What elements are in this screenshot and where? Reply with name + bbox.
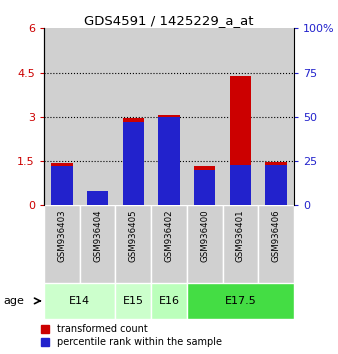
Bar [51, 166, 73, 205]
Bar [151, 205, 187, 283]
Bar [230, 76, 251, 205]
Text: E14: E14 [69, 296, 90, 306]
Bar [194, 170, 215, 205]
Bar [151, 283, 187, 319]
Text: GSM936404: GSM936404 [93, 209, 102, 262]
Bar [258, 28, 294, 205]
Bar [44, 28, 80, 205]
Text: GSM936400: GSM936400 [200, 209, 209, 262]
Text: GSM936403: GSM936403 [57, 209, 66, 262]
Bar [44, 283, 115, 319]
Bar [187, 283, 294, 319]
Bar [87, 191, 108, 205]
Bar [265, 165, 287, 205]
Bar [80, 28, 115, 205]
Bar [223, 28, 258, 205]
Bar [151, 28, 187, 205]
Text: GSM936405: GSM936405 [129, 209, 138, 262]
Bar [115, 283, 151, 319]
Bar [115, 205, 151, 283]
Bar [80, 205, 115, 283]
Text: E17.5: E17.5 [224, 296, 256, 306]
Bar [265, 162, 287, 205]
Bar [123, 118, 144, 205]
Text: GSM936401: GSM936401 [236, 209, 245, 262]
Bar [158, 117, 180, 205]
Text: age: age [3, 296, 24, 306]
Bar [51, 164, 73, 205]
Text: GSM936402: GSM936402 [165, 209, 173, 262]
Bar [158, 115, 180, 205]
Bar [123, 122, 144, 205]
Bar [194, 166, 215, 205]
Text: GSM936406: GSM936406 [272, 209, 281, 262]
Bar [44, 205, 80, 283]
Title: GDS4591 / 1425229_a_at: GDS4591 / 1425229_a_at [84, 14, 254, 27]
Bar [187, 28, 223, 205]
Bar [115, 28, 151, 205]
Legend: transformed count, percentile rank within the sample: transformed count, percentile rank withi… [39, 322, 224, 349]
Text: E15: E15 [123, 296, 144, 306]
Bar [223, 205, 258, 283]
Bar [187, 205, 223, 283]
Bar [230, 165, 251, 205]
Bar [258, 205, 294, 283]
Text: E16: E16 [159, 296, 179, 306]
